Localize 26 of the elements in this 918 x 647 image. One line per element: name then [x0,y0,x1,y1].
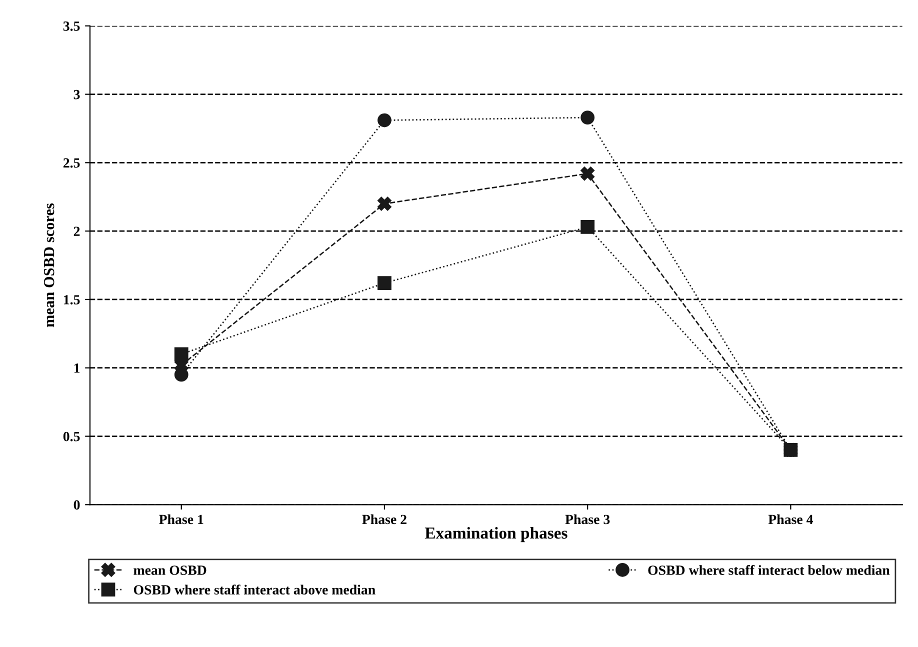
point [378,196,392,211]
y-tick-label: 3 [74,90,80,100]
y-tick-label: 3.5 [63,22,80,31]
x-axis-title: Examination phases [424,526,568,542]
point [580,166,595,181]
x-tick-label: Phase 3 [565,514,610,524]
y-tick-label: 1 [74,364,80,373]
point [784,442,798,457]
y-axis-title: mean OSBD scores [44,203,54,328]
point [174,368,188,382]
y-tick-label: 0 [74,500,80,510]
legend-label: OSBD where staff interact above median [134,584,376,595]
point [580,220,595,234]
y-tick-label: 1.5 [64,295,80,304]
legend-label: mean OSBD [134,566,206,575]
x-tick-label: Phase 4 [768,514,813,524]
x-tick-label: Phase 2 [362,514,406,524]
y-tick-label: 2 [74,226,80,236]
y-tick-label: 2.5 [63,158,80,168]
legend-label: OSBD where staff interact below median [648,564,890,575]
point [378,276,392,290]
point [378,113,392,128]
y-tick-label: 0.5 [63,432,80,442]
x-tick-label: Phase 1 [159,514,204,524]
point [174,347,188,362]
point [580,110,595,124]
